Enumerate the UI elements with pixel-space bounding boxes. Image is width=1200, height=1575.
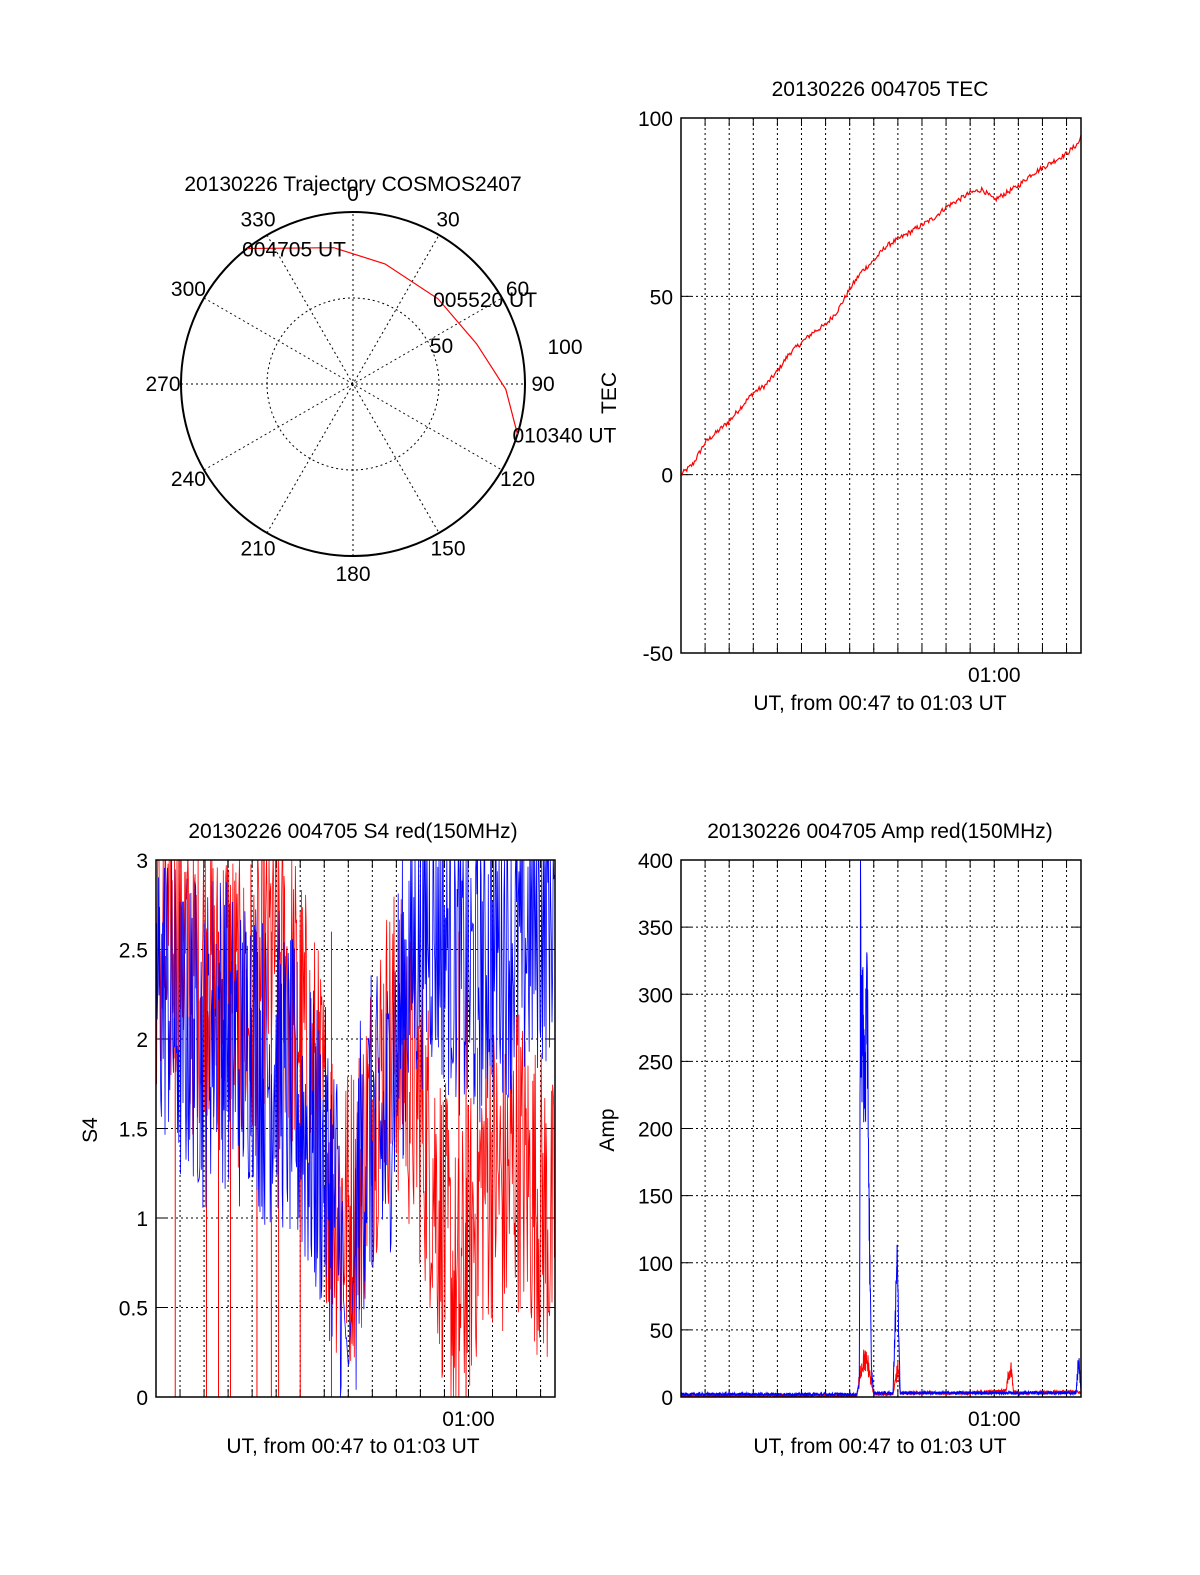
y-tick-label: 100: [638, 1253, 673, 1276]
polar-radial-labels: 50 100: [430, 335, 583, 359]
s4-series-layer: [156, 860, 555, 1397]
tec-plot-frame: [680, 117, 1082, 654]
amp-series-blue: [681, 860, 1081, 1397]
polar-angle-label: 210: [240, 538, 275, 561]
polar-angle-label: 150: [430, 538, 465, 561]
tec-xlabel: UT, from 00:47 to 01:03 UT: [753, 692, 1006, 715]
y-tick-label: 0: [136, 1387, 148, 1410]
s4-plot-frame: [155, 859, 556, 1398]
polar-angle-label: 330: [240, 208, 275, 231]
polar-track-time-label: 005520 UT: [433, 289, 537, 312]
y-tick-label: 2: [136, 1029, 148, 1052]
y-tick-label: 0.5: [119, 1298, 148, 1321]
y-tick-label: 2.5: [119, 940, 148, 963]
amp-series-red: [681, 1349, 1081, 1397]
y-tick-label: 200: [638, 1119, 673, 1142]
polar-angle-label: 30: [436, 208, 459, 231]
amp-plot-frame: [680, 859, 1082, 1398]
polar-track-time-label: 004705 UT: [242, 238, 346, 261]
amp-xlabel: UT, from 00:47 to 01:03 UT: [753, 1435, 1006, 1458]
y-tick-label: 1: [136, 1208, 148, 1231]
y-tick-label: -50: [643, 643, 673, 666]
polar-angle-label: 240: [171, 468, 206, 491]
y-tick-label: 350: [638, 917, 673, 940]
polar-angle-labels: 0 30 60 90 120 150 180 210 240 270 300 330: [145, 183, 554, 586]
tec-title: 20130226 004705 TEC: [772, 78, 989, 101]
y-tick-label: 100: [638, 108, 673, 131]
polar-angle-label: 300: [171, 278, 206, 301]
s4-ylabel: S4: [79, 1117, 102, 1143]
tec-series-line: [680, 134, 1082, 476]
polar-track-time-label: 010340 UT: [512, 424, 616, 447]
polar-title: 20130226 Trajectory COSMOS2407: [184, 173, 521, 196]
s4-xlabel: UT, from 00:47 to 01:03 UT: [226, 1435, 479, 1458]
s4-plot: 20130226 004705 S4 red(150MHz) UT, from …: [79, 820, 556, 1458]
s4-title: 20130226 004705 S4 red(150MHz): [188, 820, 517, 843]
polar-track: 004705 UT 005520 UT 010340 UT: [242, 238, 616, 447]
y-tick-label: 150: [638, 1186, 673, 1209]
polar-radial-label: 100: [547, 336, 582, 359]
s4-series-red: [156, 860, 555, 1397]
amp-plot: 20130226 004705 Amp red(150MHz) UT, from…: [596, 820, 1082, 1458]
y-tick-label: 50: [650, 286, 673, 309]
x-tick-label: 01:00: [968, 1408, 1021, 1431]
y-tick-label: 1.5: [119, 1119, 148, 1142]
polar-angle-label: 120: [500, 468, 535, 491]
y-tick-label: 0: [661, 1387, 673, 1410]
polar-angle-label: 60: [506, 278, 529, 301]
y-tick-label: 400: [638, 850, 673, 873]
polar-angle-label: 270: [145, 373, 180, 396]
polar-angle-label: 0: [347, 183, 359, 206]
tec-ylabel: TEC: [598, 372, 621, 414]
polar-radial-label: 50: [430, 335, 453, 358]
polar-angle-label: 90: [531, 373, 554, 396]
polar-trajectory-plot: 20130226 Trajectory COSMOS2407 0 30 60 90 12…: [145, 173, 616, 586]
y-tick-label: 3: [136, 850, 148, 873]
polar-track-line: [247, 247, 519, 435]
y-tick-label: 50: [650, 1320, 673, 1343]
amp-title: 20130226 004705 Amp red(150MHz): [707, 820, 1053, 843]
y-tick-label: 250: [638, 1051, 673, 1074]
y-tick-label: 300: [638, 984, 673, 1007]
polar-grid: [180, 211, 526, 557]
tec-plot: 20130226 004705 TEC UT, from 00:47 to 01…: [598, 78, 1082, 715]
s4-series-blue: [156, 860, 555, 1397]
polar-ring-50: [266, 297, 440, 471]
polar-angle-label: 180: [335, 563, 370, 586]
y-tick-label: 0: [661, 465, 673, 488]
x-tick-label: 01:00: [442, 1408, 495, 1431]
polar-spoke: [266, 234, 440, 534]
amp-series-layer: [681, 860, 1081, 1397]
x-tick-label: 01:00: [968, 664, 1021, 687]
amp-ylabel: Amp: [596, 1108, 619, 1151]
